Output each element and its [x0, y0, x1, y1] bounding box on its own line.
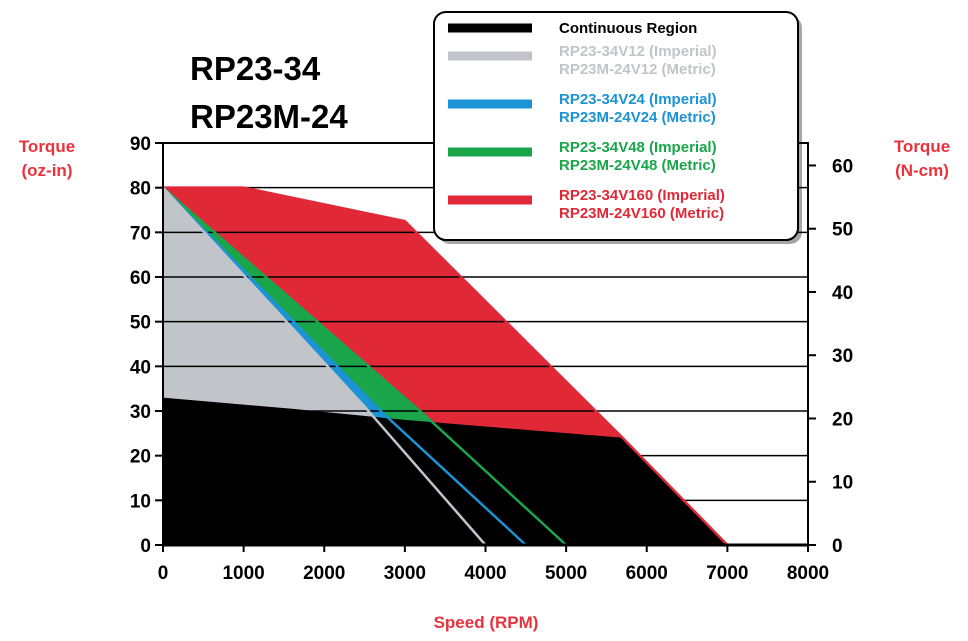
x-axis-title: Speed (RPM)	[434, 613, 539, 632]
x-tick-label: 3000	[384, 563, 426, 584]
chart-title-line-1: RP23-34	[190, 50, 321, 87]
x-tick-label: 1000	[222, 563, 264, 584]
y-left-tick-label: 60	[130, 268, 151, 289]
y-right-tick-label: 10	[832, 473, 853, 494]
y-left-tick-label: 30	[130, 402, 151, 423]
legend-label-metric: RP23M-24V24 (Metric)	[559, 109, 716, 126]
y-left-tick-label: 80	[130, 179, 151, 200]
right-axis-title-line-1: Torque	[894, 137, 950, 156]
x-tick-label: 2000	[303, 563, 345, 584]
x-tick-label: 6000	[626, 563, 668, 584]
left-axis-title-line-1: Torque	[19, 137, 75, 156]
legend-label-metric: RP23M-24V160 (Metric)	[559, 205, 724, 222]
y-left-tick-label: 0	[140, 536, 151, 557]
x-tick-label: 7000	[706, 563, 748, 584]
left-axis-title-line-2: (oz-in)	[22, 161, 73, 180]
y-right-tick-label: 40	[832, 283, 853, 304]
y-left-tick-label: 40	[130, 357, 151, 378]
legend-label: Continuous Region	[559, 20, 697, 37]
curve-line-1	[162, 186, 567, 546]
legend-label: RP23-34V12 (Imperial)	[559, 43, 717, 60]
legend-label: RP23-34V48 (Imperial)	[559, 139, 717, 156]
y-left-tick-label: 10	[130, 491, 151, 512]
y-right-tick-label: 0	[832, 536, 843, 557]
legend-label-metric: RP23M-24V12 (Metric)	[559, 61, 716, 78]
y-left-tick-label: 50	[130, 313, 151, 334]
y-right-tick-label: 60	[832, 156, 853, 177]
curve-line-2	[162, 186, 527, 546]
legend-label: RP23-34V24 (Imperial)	[559, 91, 717, 108]
right-axis-title-line-2: (N-cm)	[895, 161, 949, 180]
y-left-tick-label: 20	[130, 447, 151, 468]
y-left-tick-label: 70	[130, 223, 151, 244]
legend-label-metric: RP23M-24V48 (Metric)	[559, 157, 716, 174]
y-right-tick-label: 50	[832, 220, 853, 241]
legend-label: RP23-34V160 (Imperial)	[559, 187, 725, 204]
y-right-tick-label: 20	[832, 409, 853, 430]
x-tick-label: 5000	[545, 563, 587, 584]
x-tick-label: 0	[158, 563, 169, 584]
curve-line-3	[162, 186, 487, 546]
y-right-tick-label: 30	[832, 346, 853, 367]
x-tick-label: 8000	[787, 563, 829, 584]
tick-labels: 0 1000 2000 3000 4000 5000 6000 7000 80000102030…	[130, 134, 853, 584]
chart-title-line-2: RP23M-24	[190, 98, 348, 135]
x-tick-label: 4000	[464, 563, 506, 584]
curve-line-0	[163, 186, 729, 546]
curve-lines	[162, 186, 729, 546]
y-left-tick-label: 90	[130, 134, 151, 155]
